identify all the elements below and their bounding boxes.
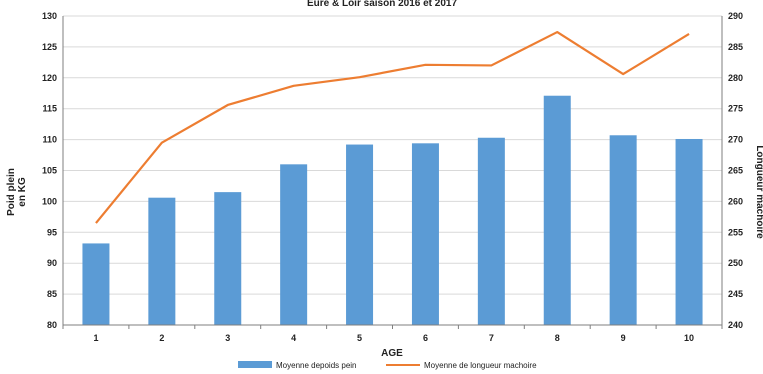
bar [148,197,176,325]
y-axis-title-line: Poid plein [6,168,17,216]
bar [477,137,505,325]
legend-label: Moyenne de longueur machoire [424,361,537,370]
y-tick-label: 105 [42,166,57,176]
x-tick-label: 9 [621,333,626,343]
line-series [95,30,690,224]
bar [214,192,242,325]
y-tick-label: 130 [42,11,57,21]
bar [346,144,374,325]
y-tick-label: 100 [42,196,57,206]
y2-tick-label: 250 [728,258,743,268]
x-tick-label: 10 [684,333,694,343]
bar [609,135,637,325]
y-axis-title-line: en KG [17,177,28,207]
y-tick-label: 95 [47,227,57,237]
y2-tick-label: 240 [728,320,743,330]
series-line [95,30,690,224]
y2-axis-title: Longueur machoire [754,145,763,239]
x-tick-label: 3 [225,333,230,343]
y-tick-label: 125 [42,42,57,52]
y2-tick-label: 255 [728,227,743,237]
y2-tick-label: 260 [728,196,743,206]
y-tick-label: 120 [42,73,57,83]
legend: Moyenne depoids pein Moyenne de longueur … [238,361,537,370]
x-tick-label: 8 [555,333,560,343]
y-tick-label: 90 [47,258,57,268]
axes: 8085909510010511011512012513024024525025… [42,11,743,343]
x-tick-label: 1 [93,333,98,343]
y-tick-label: 85 [47,289,57,299]
chart-title: Eure & Loir saison 2016 et 2017 [307,0,458,9]
x-tick-label: 4 [291,333,296,343]
y-tick-label: 115 [42,104,57,114]
bar [82,243,110,325]
y2-tick-label: 275 [728,104,743,114]
bar [411,143,439,325]
y-tick-label: 110 [42,135,57,145]
x-tick-label: 2 [159,333,164,343]
y2-tick-label: 265 [728,166,743,176]
legend-label: Moyenne depoids pein [276,361,357,370]
y-axis-title: Poid pleinen KG [6,168,28,216]
bar [675,138,703,325]
bar-series [82,95,703,325]
x-tick-label: 6 [423,333,428,343]
y2-tick-label: 290 [728,11,743,21]
y-tick-label: 80 [47,320,57,330]
bar [280,164,308,325]
x-tick-label: 5 [357,333,362,343]
y2-tick-label: 245 [728,289,743,299]
y2-tick-label: 280 [728,73,743,83]
y2-tick-label: 270 [728,135,743,145]
bar [543,95,571,325]
y2-tick-label: 285 [728,42,743,52]
legend-swatch-bar [238,361,272,368]
x-tick-label: 7 [489,333,494,343]
x-axis-title: AGE [381,348,403,359]
